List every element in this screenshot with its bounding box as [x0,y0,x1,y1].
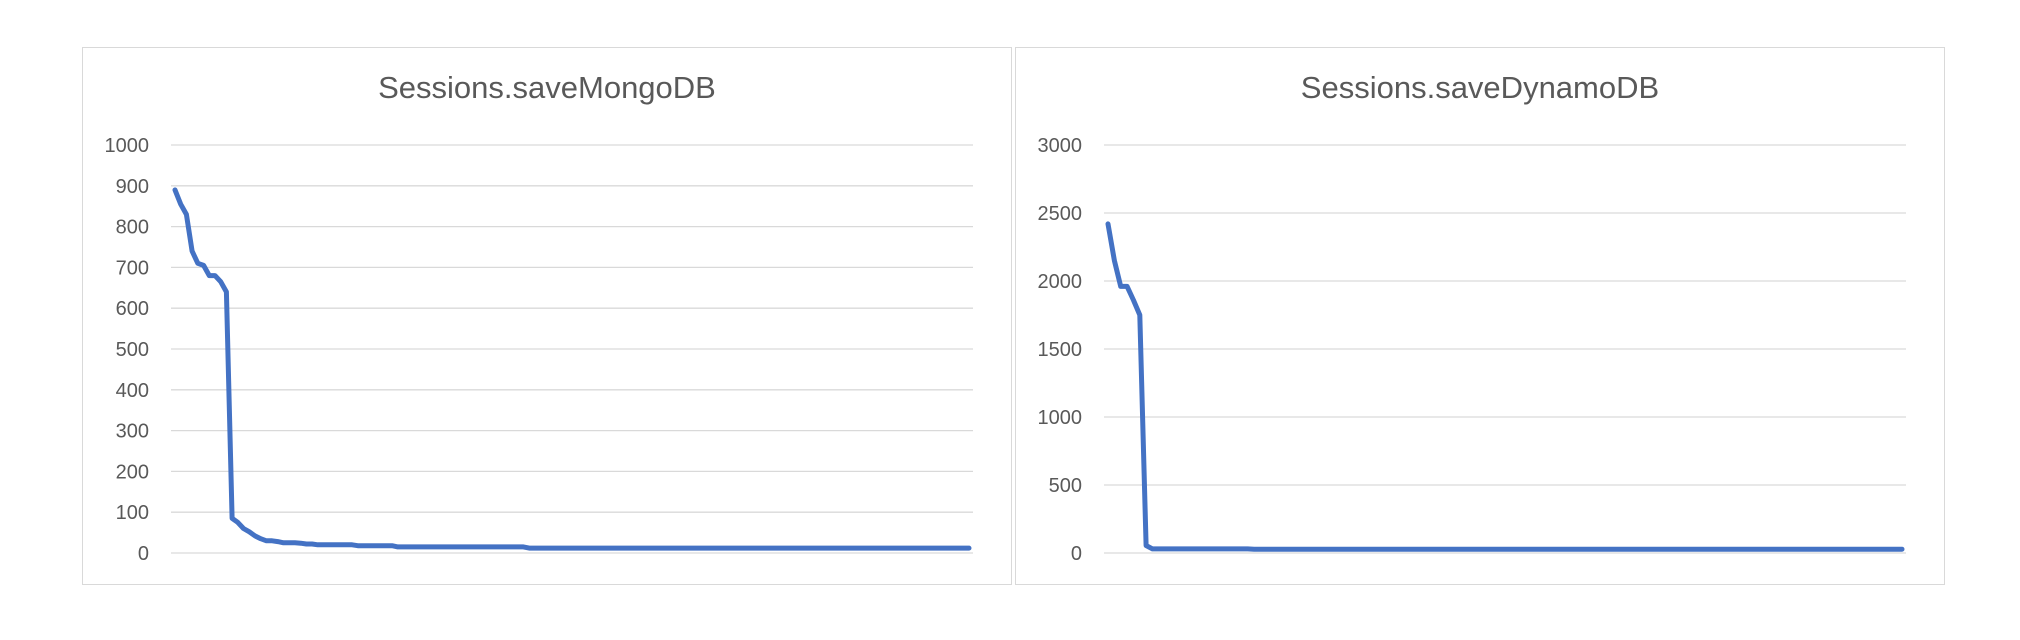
chart-panel-dynamodb: Sessions.saveDynamoDB 0 500 1000 1500 2000 25… [1015,47,1945,585]
y-tick-label: 1500 [1038,339,1083,361]
y-tick-label: 500 [1049,475,1082,497]
y-tick-label: 900 [116,176,149,198]
chart-panel-mongodb: Sessions.saveMongoDB 0 100 200 300 400 500 600… [82,47,1012,585]
y-tick-label: 200 [116,461,149,483]
y-tick-label: 500 [116,339,149,361]
y-tick-label: 2500 [1038,203,1083,225]
line-chart-mongodb: 0 100 200 300 400 500 600 700 800 900 1000 [105,135,973,565]
y-tick-label: 1000 [105,135,150,157]
y-tick-label: 2000 [1038,271,1083,293]
y-tick-label: 300 [116,421,149,443]
y-tick-label: 3000 [1038,135,1083,157]
y-tick-label: 0 [1071,543,1082,565]
y-tick-label: 700 [116,257,149,279]
y-tick-label: 1000 [1038,407,1083,429]
y-tick-label: 400 [116,380,149,402]
series-line [172,187,972,551]
y-tick-label: 800 [116,217,149,239]
y-tick-label: 0 [138,543,149,565]
series-line [1105,221,1905,552]
y-tick-label: 600 [116,298,149,320]
y-tick-label: 100 [116,502,149,524]
chart-title: Sessions.saveDynamoDB [1300,70,1660,105]
line-chart-dynamodb: 0 500 1000 1500 2000 2500 3000 [1038,135,1906,565]
chart-title: Sessions.saveMongoDB [378,70,716,105]
